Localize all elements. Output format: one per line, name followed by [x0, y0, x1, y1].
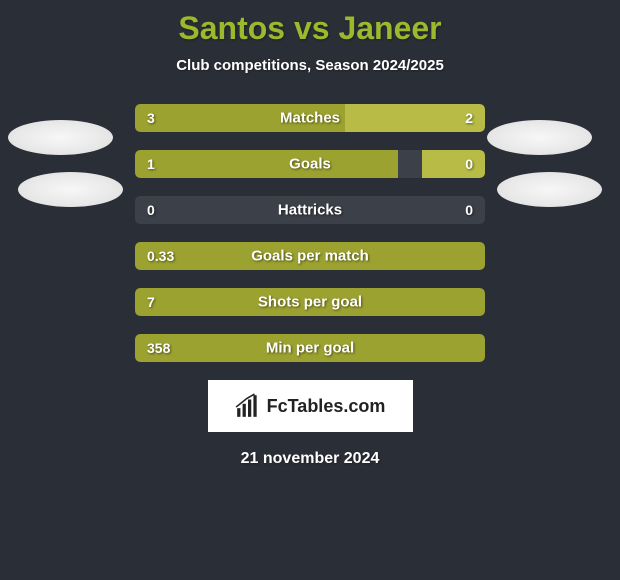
stat-left-value: 3: [147, 110, 155, 126]
bar-left: [135, 150, 398, 178]
player-avatar-right-1: [487, 120, 592, 155]
stat-left-value: 7: [147, 294, 155, 310]
fctables-logo[interactable]: FcTables.com: [208, 380, 413, 432]
stat-right-value: 2: [465, 110, 473, 126]
stat-left-value: 1: [147, 156, 155, 172]
logo-text: FcTables.com: [267, 396, 386, 417]
bar-right: [345, 104, 485, 132]
player-avatar-left-2: [18, 172, 123, 207]
page-title: Santos vs Janeer: [0, 0, 620, 47]
stat-label: Goals: [289, 156, 331, 173]
stat-label: Hattricks: [278, 202, 342, 219]
player-avatar-right-2: [497, 172, 602, 207]
subtitle: Club competitions, Season 2024/2025: [0, 57, 620, 74]
stat-row-goals: 1 Goals 0: [135, 150, 485, 178]
date-text: 21 november 2024: [0, 450, 620, 468]
stat-row-shots-per-goal: 7 Shots per goal: [135, 288, 485, 316]
stat-row-hattricks: 0 Hattricks 0: [135, 196, 485, 224]
stat-row-matches: 3 Matches 2: [135, 104, 485, 132]
stat-row-goals-per-match: 0.33 Goals per match: [135, 242, 485, 270]
stat-left-value: 358: [147, 340, 170, 356]
stat-label: Matches: [280, 110, 340, 127]
stat-label: Goals per match: [251, 248, 369, 265]
stat-right-value: 0: [465, 156, 473, 172]
stat-label: Shots per goal: [258, 294, 362, 311]
stat-label: Min per goal: [266, 340, 354, 357]
stat-row-min-per-goal: 358 Min per goal: [135, 334, 485, 362]
player-avatar-left-1: [8, 120, 113, 155]
chart-icon: [235, 393, 261, 419]
bar-right: [422, 150, 485, 178]
stat-right-value: 0: [465, 202, 473, 218]
stat-left-value: 0.33: [147, 248, 174, 264]
stat-left-value: 0: [147, 202, 155, 218]
stats-container: 3 Matches 2 1 Goals 0 0 Hattricks 0 0.33…: [135, 104, 485, 362]
